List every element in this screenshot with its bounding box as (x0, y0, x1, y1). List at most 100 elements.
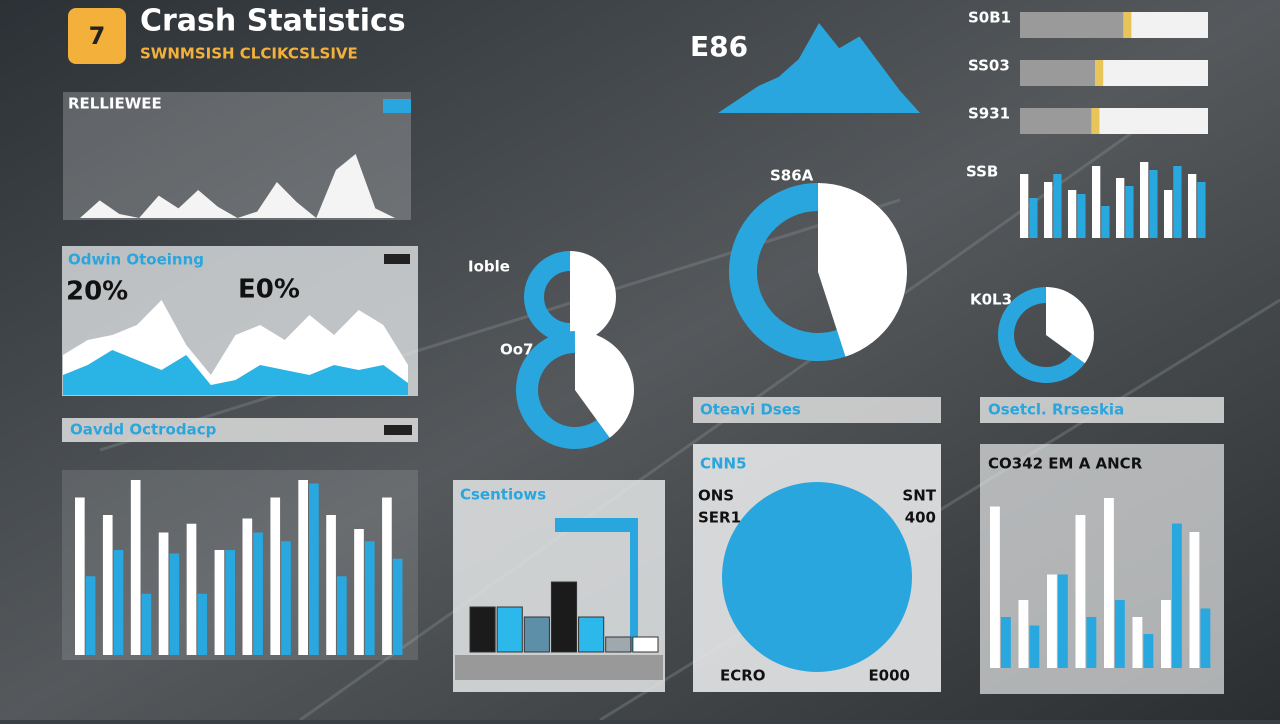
compare-bar (1029, 625, 1040, 668)
peak-label: E86 (690, 30, 748, 63)
mini-bar (1164, 190, 1173, 238)
daily-bar (197, 593, 208, 655)
compare-title: CO342 EM A ANCR (988, 455, 1143, 473)
category-ribbon (555, 518, 637, 532)
compare-bar (1086, 617, 1097, 668)
trend-chip (383, 99, 411, 113)
category-title: Csentiows (460, 486, 546, 504)
mini-bar (1068, 190, 1077, 238)
share-area-blue (63, 350, 408, 395)
progress-fill (1020, 12, 1124, 38)
progress-marker (1123, 12, 1132, 38)
pie-footer-left: ECRO (720, 667, 766, 685)
daily-bar (354, 529, 364, 655)
peak-area (718, 23, 920, 113)
daily-bar (336, 576, 347, 655)
donut-label: S86A (770, 167, 814, 185)
progress-label: SS03 (968, 57, 1010, 75)
mini-bar (1029, 198, 1038, 238)
pie-disc (722, 482, 912, 672)
app-icon (68, 8, 126, 64)
trend-area (80, 154, 395, 218)
compare-bar (990, 506, 1000, 668)
compare-bar (1171, 523, 1182, 668)
daily-bar (169, 553, 180, 655)
daily-bar (158, 532, 169, 655)
compare-bar (1161, 600, 1171, 668)
daily-bar (141, 593, 152, 655)
mini-bar (1092, 166, 1101, 238)
category-footer (455, 655, 663, 680)
pie-right-0: SNT (902, 487, 936, 505)
compare-bar (1057, 574, 1068, 668)
daily-bar (270, 497, 281, 655)
pie-title: CNN5 (700, 455, 747, 473)
daily-bar (326, 515, 336, 655)
daily-bar (281, 541, 291, 655)
daily-bar (85, 576, 96, 655)
mini-bar (1020, 174, 1029, 238)
category-bar (578, 616, 605, 653)
compare-bar (1114, 600, 1125, 668)
share-left: 20% (66, 277, 128, 307)
daily-bar (253, 532, 263, 655)
daily-bar (75, 497, 85, 655)
donut-slice (1046, 287, 1094, 364)
pie-right-1: 400 (905, 509, 936, 527)
category-bar (523, 616, 550, 653)
progress-fill (1020, 60, 1096, 86)
donut-remainder (524, 251, 571, 343)
donut-slice (818, 183, 908, 357)
mini-bar (1140, 162, 1149, 238)
progress-marker (1091, 108, 1100, 134)
daily-bar (364, 541, 375, 655)
trend-title: RELLIEWEE (68, 95, 162, 113)
pie-header-text: Oteavi Dses (700, 401, 801, 419)
title: Crash Statistics (140, 4, 406, 39)
pie-footer-right: E000 (868, 667, 910, 685)
compare-bar (1143, 634, 1154, 668)
donut-label: Ioble (468, 258, 510, 276)
daily-bar (382, 497, 392, 655)
daily-bar (186, 523, 197, 655)
mini-bar (1101, 206, 1110, 238)
subtitle: SWNMSISH CLCIKCSLSIVE (140, 45, 358, 63)
daily-chip (384, 425, 412, 435)
donut-remainder (998, 287, 1085, 383)
daily-bar (242, 518, 253, 655)
daily-bar (214, 550, 225, 655)
mini-bar (1197, 182, 1206, 238)
category-bar (496, 606, 523, 653)
pie-header (693, 397, 941, 423)
progress-marker (1095, 60, 1104, 86)
mini-bar (1077, 194, 1086, 238)
mini-bar (1125, 186, 1134, 238)
progress-fill (1020, 108, 1092, 134)
mini-bar (1188, 174, 1197, 238)
daily-bar (225, 550, 235, 655)
pie-left-0: ONS (698, 487, 734, 505)
mini-bar (1116, 178, 1125, 238)
compare-bar (1104, 498, 1114, 668)
category-bar (605, 636, 632, 653)
compare-header (980, 397, 1224, 423)
donut-remainder (729, 183, 846, 361)
donut-label: Oo7 (500, 341, 534, 359)
mini-bar (1173, 166, 1182, 238)
compare-bar (1047, 574, 1057, 668)
daily-header (62, 418, 418, 442)
compare-bar (1200, 608, 1211, 668)
compare-bar (1018, 600, 1029, 668)
daily-bar (298, 480, 308, 655)
category-ribbon-v (630, 518, 638, 652)
progress-label: S0B1 (968, 9, 1011, 27)
category-bar (469, 606, 496, 653)
compare-bar (1000, 617, 1011, 668)
share-right: E0% (238, 275, 300, 305)
donut-slice (575, 331, 634, 438)
mini-bar (1044, 182, 1053, 238)
daily-bar (102, 515, 113, 655)
share-title: Odwin Otoeinng (68, 251, 204, 269)
